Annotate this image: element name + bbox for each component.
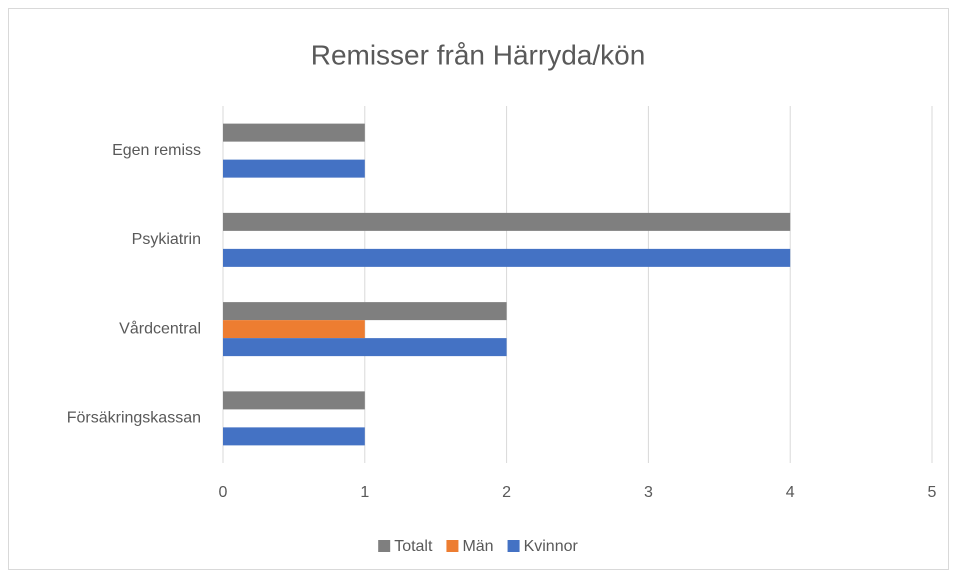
legend-swatch: [378, 540, 391, 552]
bar: [223, 320, 365, 339]
legend-swatch: [507, 540, 520, 552]
y-tick-label: Psykiatrin: [132, 231, 201, 248]
legend-label: Män: [462, 538, 493, 555]
y-tick-label: Egen remiss: [112, 142, 201, 159]
legend-label: Totalt: [394, 538, 433, 555]
legend-label: Kvinnor: [524, 538, 579, 555]
bar: [223, 212, 791, 231]
legend-swatch: [446, 540, 459, 552]
x-tick-label: 0: [219, 484, 228, 501]
x-tick-label: 5: [928, 484, 937, 501]
x-tick-label: 2: [502, 484, 511, 501]
bar: [223, 159, 365, 178]
bar: [223, 123, 365, 142]
bar: [223, 302, 507, 321]
y-tick-label: Vårdcentral: [119, 319, 201, 337]
x-tick-label: 3: [644, 484, 653, 501]
x-tick-label: 1: [360, 484, 369, 501]
y-tick-label: Försäkringskassan: [67, 410, 201, 427]
bar: [223, 391, 365, 410]
bar: [223, 338, 507, 357]
chart-title: Remisser från Härryda/kön: [311, 39, 646, 70]
x-tick-label: 4: [786, 484, 795, 501]
chart-frame: [8, 8, 949, 570]
bar: [223, 427, 365, 446]
bar: [223, 248, 791, 267]
